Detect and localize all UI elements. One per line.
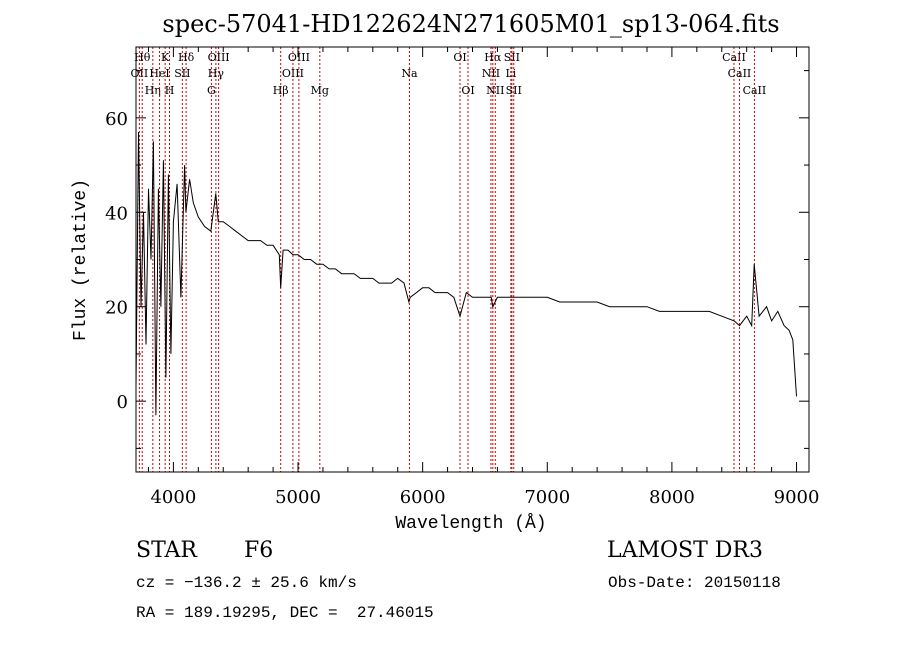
chart-title: spec-57041-HD122624N271605M01_sp13-064.f…: [162, 10, 779, 38]
spectral-line-markers: OII Hθ Hη HeI K H SII Hδ G Hγ OIII Hβ OIII OIII Mg Na OI…: [131, 47, 767, 472]
spectral-line-label: SII: [506, 84, 522, 97]
spectral-line-label: NII: [486, 84, 504, 97]
y-tick-label: 40: [105, 203, 128, 224]
y-tick-label: 20: [105, 298, 128, 319]
spectral-line-label: G: [207, 84, 216, 97]
spectral-line-label: Hα: [484, 51, 502, 64]
spectral-line-label: OI: [461, 84, 474, 97]
spectral-line-label: CaII: [722, 51, 746, 64]
spectral-line-label: H: [165, 84, 175, 97]
x-axis: 4000 5000 6000 7000 8000 9000: [147, 47, 820, 508]
spectral-line-label: Li: [505, 67, 516, 80]
coordinates: RA = 189.19295, DEC = 27.46015: [136, 604, 434, 622]
spectral-line-label: Hβ: [273, 84, 289, 97]
spectral-line-label: SII: [174, 67, 190, 80]
observation-date: Obs-Date: 20150118: [608, 574, 781, 592]
spectral-line-label: K: [161, 51, 170, 64]
spectral-line-label: NII: [482, 67, 500, 80]
spectral-line-label: Mg: [311, 84, 329, 97]
plot-frame: [135, 46, 810, 473]
x-tick-label: 5000: [275, 487, 321, 508]
y-axis-label: Flux (relative): [71, 179, 91, 341]
spectral-line-label: Hθ: [134, 51, 151, 64]
spectral-line-label: OIII: [288, 51, 310, 64]
redshift-velocity: cz = −136.2 ± 25.6 km/s: [136, 574, 357, 592]
spectrum-series-line: [135, 131, 797, 416]
spectral-line-label: OIII: [208, 51, 230, 64]
spectral-line-label: Hγ: [208, 67, 225, 80]
spectral-line-label: OIII: [282, 67, 304, 80]
spectral-line-label: CaII: [728, 67, 752, 80]
object-class: STAR: [136, 538, 197, 563]
spectral-line-label: OII: [131, 67, 149, 80]
spectral-line-label: Na: [401, 67, 418, 80]
y-axis: 0 20 40 60: [105, 70, 809, 449]
object-subclass: F6: [244, 538, 274, 563]
spectral-line-label: Hη: [145, 84, 161, 97]
y-tick-label: 60: [105, 109, 128, 130]
x-tick-label: 4000: [150, 487, 196, 508]
x-tick-label: 8000: [649, 487, 695, 508]
x-tick-label: 6000: [400, 487, 446, 508]
survey-name: LAMOST DR3: [607, 538, 763, 563]
spectral-line-label: HeI: [149, 67, 169, 80]
x-tick-label: 9000: [774, 487, 820, 508]
y-tick-label: 0: [117, 392, 128, 413]
spectral-line-label: OI: [453, 51, 466, 64]
spectral-line-label: Hδ: [178, 51, 195, 64]
x-tick-label: 7000: [524, 487, 570, 508]
x-axis-label: Wavelength (Å): [395, 513, 546, 534]
spectral-line-label: SII: [504, 51, 520, 64]
spectral-line-label: CaII: [743, 84, 767, 97]
